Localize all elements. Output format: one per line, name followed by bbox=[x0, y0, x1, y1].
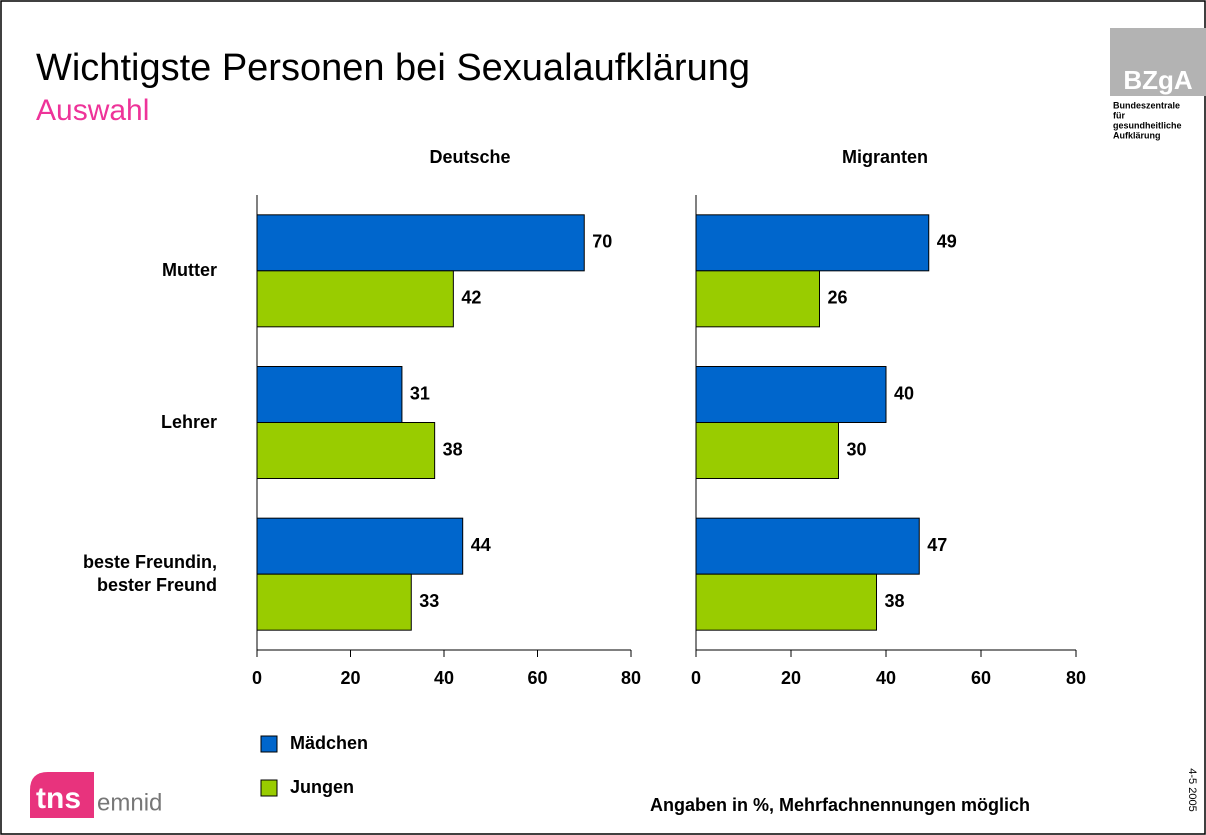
logo-line: Bundeszentrale bbox=[1113, 100, 1180, 110]
bar bbox=[695, 422, 839, 479]
value-label: 38 bbox=[443, 439, 463, 459]
x-tick-label: 40 bbox=[434, 668, 454, 688]
x-tick-label: 20 bbox=[781, 668, 801, 688]
subtitle: Auswahl bbox=[36, 94, 149, 127]
value-label: 26 bbox=[828, 288, 848, 308]
x-tick-label: 60 bbox=[971, 668, 991, 688]
bar bbox=[695, 270, 820, 328]
footnote: Angaben in %, Mehrfachnennungen möglich bbox=[650, 795, 1030, 815]
logo-line: Aufklärung bbox=[1113, 130, 1161, 140]
agency-mark: tns bbox=[36, 782, 81, 815]
x-tick-label: 0 bbox=[691, 668, 701, 688]
bar bbox=[256, 366, 403, 423]
x-tick-label: 60 bbox=[527, 668, 547, 688]
x-tick-label: 80 bbox=[1066, 668, 1086, 688]
value-label: 47 bbox=[927, 535, 947, 555]
logo-line: gesundheitliche bbox=[1113, 120, 1182, 130]
title: Wichtigste Personen bei Sexualaufklärung bbox=[36, 47, 750, 89]
bar bbox=[256, 270, 454, 328]
legend-swatch bbox=[260, 735, 278, 753]
chart-subtitle: Migranten bbox=[842, 147, 928, 167]
bar bbox=[256, 214, 585, 272]
logo-mark: BZgA bbox=[1123, 65, 1193, 95]
x-tick-label: 0 bbox=[252, 668, 262, 688]
code: 4-5 2005 bbox=[1186, 768, 1198, 811]
value-label: 44 bbox=[471, 535, 491, 555]
logo-box bbox=[1110, 28, 1206, 96]
x-tick-label: 40 bbox=[876, 668, 896, 688]
value-label: 38 bbox=[885, 591, 905, 611]
agency-name: emnid bbox=[97, 789, 162, 816]
x-tick-label: 20 bbox=[340, 668, 360, 688]
bar bbox=[256, 573, 412, 631]
value-label: 42 bbox=[461, 288, 481, 308]
chart-subtitle: Deutsche bbox=[429, 147, 510, 167]
value-label: 70 bbox=[592, 232, 612, 252]
legend-label: Mädchen bbox=[290, 733, 368, 753]
value-label: 49 bbox=[937, 232, 957, 252]
value-label: 30 bbox=[847, 439, 867, 459]
value-label: 40 bbox=[894, 383, 914, 403]
bar bbox=[695, 517, 920, 575]
x-tick-label: 80 bbox=[621, 668, 641, 688]
category-label: beste Freundin, bester Freund bbox=[82, 552, 217, 596]
value-label: 31 bbox=[410, 383, 430, 403]
category-label: Mutter bbox=[162, 260, 217, 281]
bar bbox=[695, 573, 877, 631]
bar bbox=[256, 422, 436, 479]
legend-swatch bbox=[260, 779, 278, 797]
bar bbox=[695, 366, 887, 423]
category-label: Lehrer bbox=[160, 412, 217, 432]
agency-logo-shape bbox=[30, 772, 94, 818]
legend-label: Jungen bbox=[290, 777, 354, 797]
logo-line: für bbox=[1113, 110, 1125, 120]
bar bbox=[695, 214, 930, 272]
value-label: 33 bbox=[419, 591, 439, 611]
bar bbox=[256, 517, 464, 575]
